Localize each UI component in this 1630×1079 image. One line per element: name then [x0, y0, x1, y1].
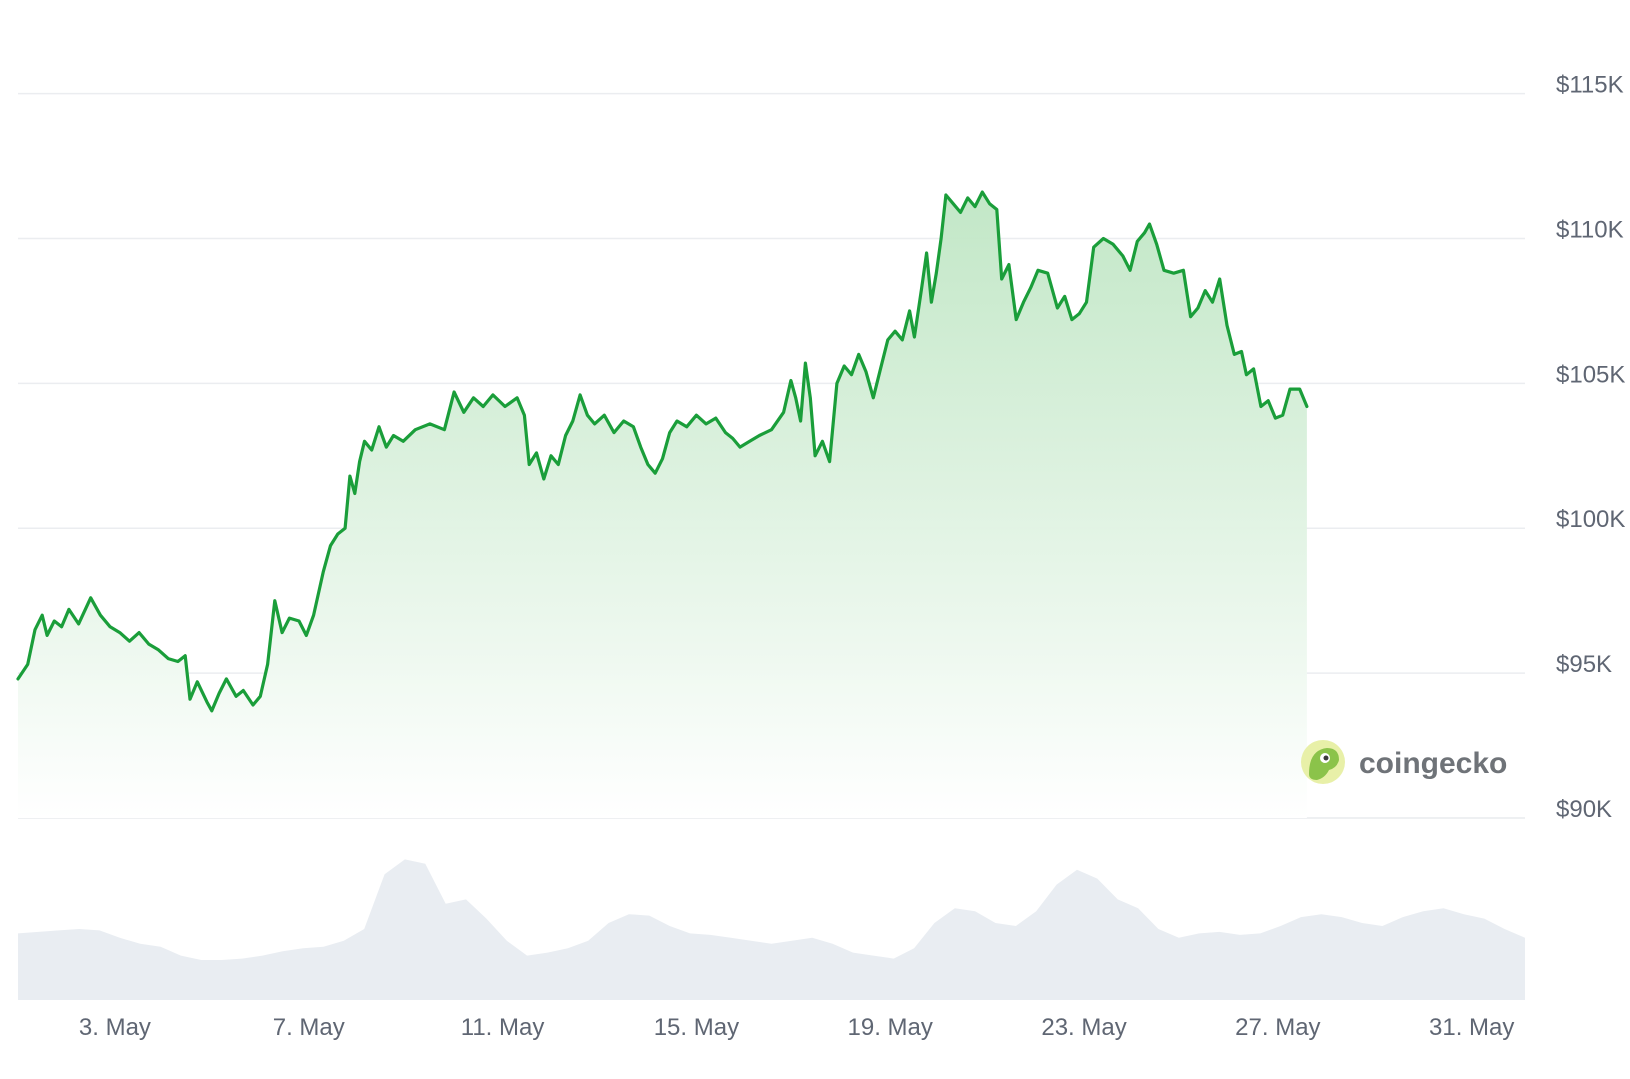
y-axis-ticks: $115K $110K $105K $100K $95K $90K	[1556, 72, 1625, 823]
x-tick-label: 27. May	[1235, 1014, 1320, 1041]
gecko-eye-pupil	[1323, 755, 1329, 761]
price-line-series	[16, 190, 1309, 713]
y-tick-label: $100K	[1556, 506, 1625, 533]
y-tick-label: $95K	[1556, 651, 1612, 678]
gecko-head-shape	[1309, 748, 1339, 780]
x-axis-ticks: 3. May 7. May 11. May 15. May 19. May 23. May…	[79, 1014, 1514, 1041]
x-tick-label: 31. May	[1429, 1014, 1514, 1041]
y-tick-label: $90K	[1556, 796, 1612, 823]
coingecko-watermark: coingecko	[1301, 740, 1507, 784]
price-line	[16, 190, 1309, 713]
x-tick-label: 15. May	[654, 1014, 739, 1041]
volume-area	[18, 859, 1525, 1000]
x-tick-label: 19. May	[848, 1014, 933, 1041]
x-tick-label: 11. May	[461, 1014, 545, 1041]
volume-series	[18, 859, 1525, 1000]
price-area	[18, 192, 1307, 819]
x-tick-label: 3. May	[79, 1014, 151, 1041]
y-tick-label: $105K	[1556, 361, 1625, 388]
x-tick-label: 7. May	[273, 1014, 345, 1041]
watermark-text: coingecko	[1359, 747, 1507, 780]
price-area-fill	[18, 192, 1307, 819]
y-tick-label: $115K	[1556, 72, 1624, 99]
y-tick-label: $110K	[1556, 216, 1624, 243]
x-tick-label: 23. May	[1041, 1014, 1126, 1041]
